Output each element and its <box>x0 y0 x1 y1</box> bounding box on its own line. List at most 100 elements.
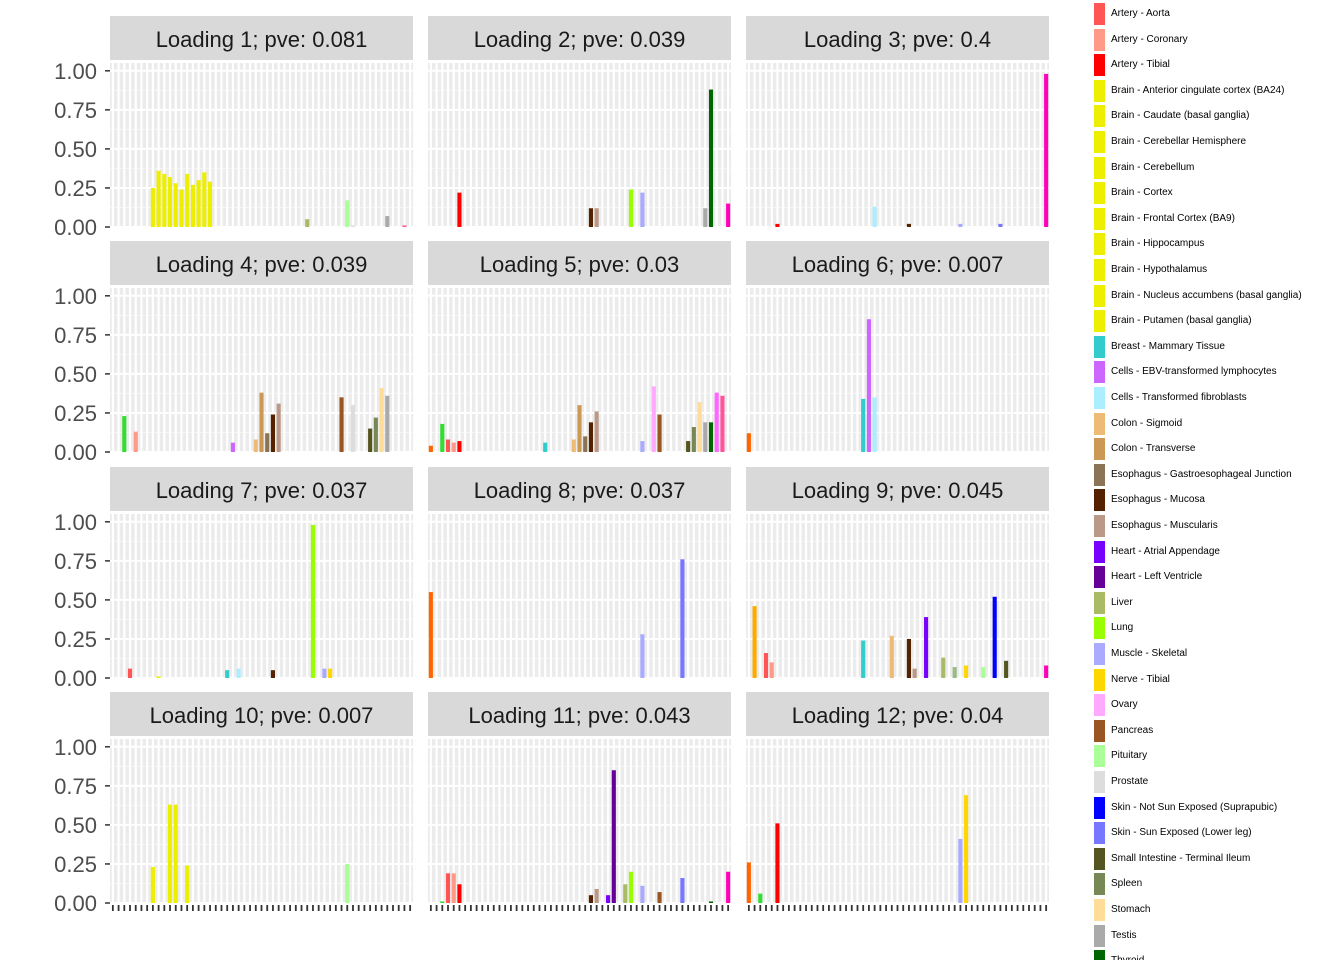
legend-item: Artery - Aorta <box>1094 3 1344 25</box>
bar <box>606 895 611 903</box>
bar <box>368 428 373 452</box>
bar <box>657 892 662 903</box>
bar <box>708 422 714 452</box>
facet-title: Loading 7; pve: 0.037 <box>156 478 368 503</box>
facet-title: Loading 5; pve: 0.03 <box>480 252 679 277</box>
legend-item: Colon - Transverse <box>1094 438 1344 461</box>
bar <box>457 884 462 903</box>
legend-key <box>1094 412 1105 435</box>
legend-label: Brain - Nucleus accumbens (basal ganglia… <box>1111 289 1302 301</box>
legend-item: Colon - Sigmoid <box>1094 412 1344 435</box>
bar <box>872 206 877 227</box>
bar <box>628 871 634 903</box>
legend-key <box>1094 387 1105 409</box>
bar <box>265 433 270 452</box>
facet-strip <box>110 241 413 285</box>
facet-title: Loading 8; pve: 0.037 <box>474 478 686 503</box>
bar <box>328 668 333 678</box>
bar <box>992 596 997 678</box>
legend-key <box>1094 207 1105 230</box>
bar <box>457 192 462 227</box>
bar <box>964 795 969 903</box>
bar <box>253 439 258 452</box>
bar <box>640 441 645 452</box>
y-tick-label: 0.50 <box>54 813 97 838</box>
bar <box>196 180 201 227</box>
facet-title: Loading 6; pve: 0.007 <box>792 252 1004 277</box>
legend-item: Liver <box>1094 591 1344 614</box>
legend-key <box>1094 950 1105 960</box>
y-tick-label: 1.00 <box>54 510 97 535</box>
bar <box>628 189 634 227</box>
legend-key <box>1094 54 1105 77</box>
facet-strip <box>428 467 731 511</box>
bar <box>775 823 780 903</box>
y-tick-label: 0.25 <box>54 401 97 426</box>
legend-label: Prostate <box>1111 776 1149 787</box>
bar <box>230 442 235 452</box>
bar <box>708 901 714 903</box>
legend-label: Cells - Transformed fibroblasts <box>1111 392 1247 403</box>
legend-item: Brain - Putamen (basal ganglia) <box>1094 310 1344 333</box>
facet-bar-chart: Loading 1; pve: 0.081 0.00 0.25 0.50 0.75 1.0… <box>54 16 1049 916</box>
facet-strip <box>428 692 731 736</box>
bar <box>350 225 356 227</box>
bar <box>680 878 685 903</box>
facet-title: Loading 1; pve: 0.081 <box>156 27 368 52</box>
legend-label: Cells - EBV-transformed lymphocytes <box>1111 366 1277 378</box>
bar <box>451 442 456 452</box>
y-tick-label: 1.00 <box>54 735 97 760</box>
legend-label: Brain - Caudate (basal ganglia) <box>1111 110 1250 122</box>
bar <box>924 617 929 678</box>
legend-key <box>1094 643 1105 665</box>
legend-item: Brain - Cerebellum <box>1094 156 1344 179</box>
bar <box>588 208 593 227</box>
y-tick-label: 0.00 <box>54 891 97 916</box>
bar <box>350 405 356 452</box>
legend-item: Cells - EBV-transformed lymphocytes <box>1094 361 1344 384</box>
bar <box>588 422 593 452</box>
legend-item: Cells - Transformed fibroblasts <box>1094 387 1344 409</box>
legend-label: Heart - Left Ventricle <box>1111 571 1203 583</box>
legend-item: Testis <box>1094 924 1344 947</box>
bar <box>651 386 656 452</box>
legend-label: Pituitary <box>1111 750 1148 762</box>
y-tick-label: 0.00 <box>54 440 97 465</box>
bar <box>270 670 275 678</box>
legend-item: Artery - Coronary <box>1094 28 1344 51</box>
legend-label: Thyroid <box>1111 955 1144 960</box>
bar <box>185 173 190 227</box>
legend-label: Testis <box>1111 929 1137 941</box>
legend-item: Heart - Left Ventricle <box>1094 566 1344 589</box>
bar <box>906 223 911 227</box>
facet-title: Loading 4; pve: 0.039 <box>156 252 368 277</box>
y-tick-label: 0.75 <box>54 774 97 799</box>
bar <box>746 862 751 903</box>
facet-strip <box>746 16 1049 60</box>
y-tick-label: 0.00 <box>54 666 97 691</box>
facet-title: Loading 3; pve: 0.4 <box>804 27 991 52</box>
legend-key <box>1094 284 1105 307</box>
bar <box>912 668 917 678</box>
bar <box>714 392 719 452</box>
legend-label: Brain - Cerebellar Hemisphere <box>1111 136 1247 147</box>
bar <box>339 397 344 452</box>
y-tick-label: 0.75 <box>54 98 97 123</box>
bar <box>440 901 445 903</box>
legend-item: Skin - Sun Exposed (Lower leg) <box>1094 822 1344 845</box>
facet-title: Loading 9; pve: 0.045 <box>792 478 1004 503</box>
legend-label: Esophagus - Muscularis <box>1111 520 1218 531</box>
legend-item: Lung <box>1094 617 1344 640</box>
legend-label: Skin - Not Sun Exposed (Suprapubic) <box>1111 801 1278 813</box>
bar <box>703 208 708 227</box>
legend-key <box>1094 489 1105 512</box>
bar <box>941 657 946 678</box>
legend-key <box>1094 873 1105 896</box>
legend-label: Liver <box>1111 596 1133 608</box>
y-tick-label: 1.00 <box>54 284 97 309</box>
bar <box>594 208 599 227</box>
legend-label: Artery - Coronary <box>1111 33 1188 45</box>
bar <box>173 183 178 227</box>
legend-label: Esophagus - Mucosa <box>1111 494 1205 506</box>
y-tick-label: 0.50 <box>54 362 97 387</box>
